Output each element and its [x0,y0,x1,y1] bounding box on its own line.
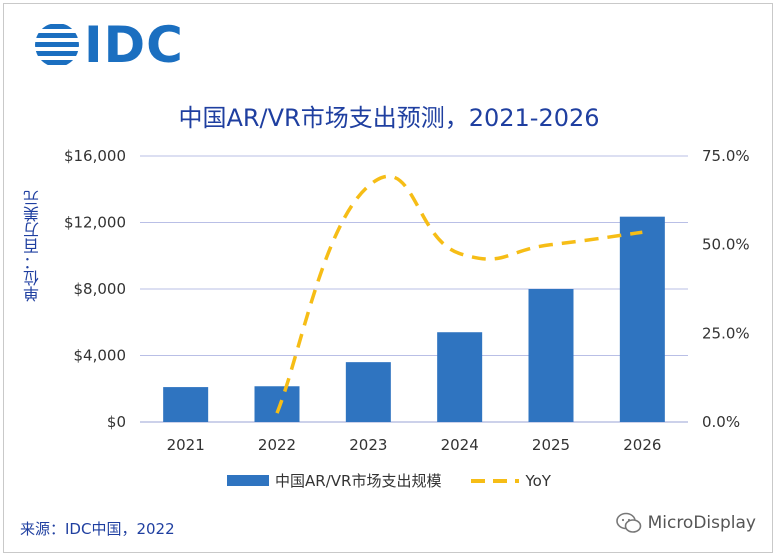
watermark: MicroDisplay [615,512,756,534]
wechat-icon [615,512,641,533]
right-tick-label: 50.0% [702,236,750,254]
legend-bar-swatch [227,475,270,486]
x-tick-label: 2022 [258,436,296,454]
source-note: 来源：IDC中国，2022 [20,520,175,538]
x-tick-label: 2021 [167,436,205,454]
x-tick-label: 2023 [349,436,387,454]
yoy-line [275,174,643,414]
legend-line-swatch [471,478,520,483]
legend: 中国AR/VR市场支出规模 YoY [0,470,778,491]
idc-logo: IDC [34,16,184,74]
left-tick-label: $4,000 [74,347,127,365]
legend-line-label: YoY [525,471,551,490]
bar [437,332,483,422]
logo-text: IDC [84,16,184,74]
bar [619,216,665,422]
bar [254,386,300,422]
bar [163,387,209,422]
right-tick-label: 0.0% [702,413,740,431]
left-tick-label: $0 [107,413,126,431]
globe-icon [35,24,79,65]
bar [528,289,574,422]
right-tick-label: 25.0% [702,324,750,342]
x-tick-label: 2024 [441,436,479,454]
legend-bar-label: 中国AR/VR市场支出规模 [275,472,442,490]
left-tick-label: $12,000 [64,214,126,232]
x-tick-label: 2025 [532,436,570,454]
watermark-text: MicroDisplay [647,513,756,533]
left-tick-label: $8,000 [74,280,127,298]
bar [345,362,391,422]
right-tick-label: 75.0% [702,147,750,165]
chart-title: 中国AR/VR市场支出预测，2021-2026 [178,104,600,132]
left-tick-label: $16,000 [64,147,126,165]
x-tick-label: 2026 [623,436,661,454]
